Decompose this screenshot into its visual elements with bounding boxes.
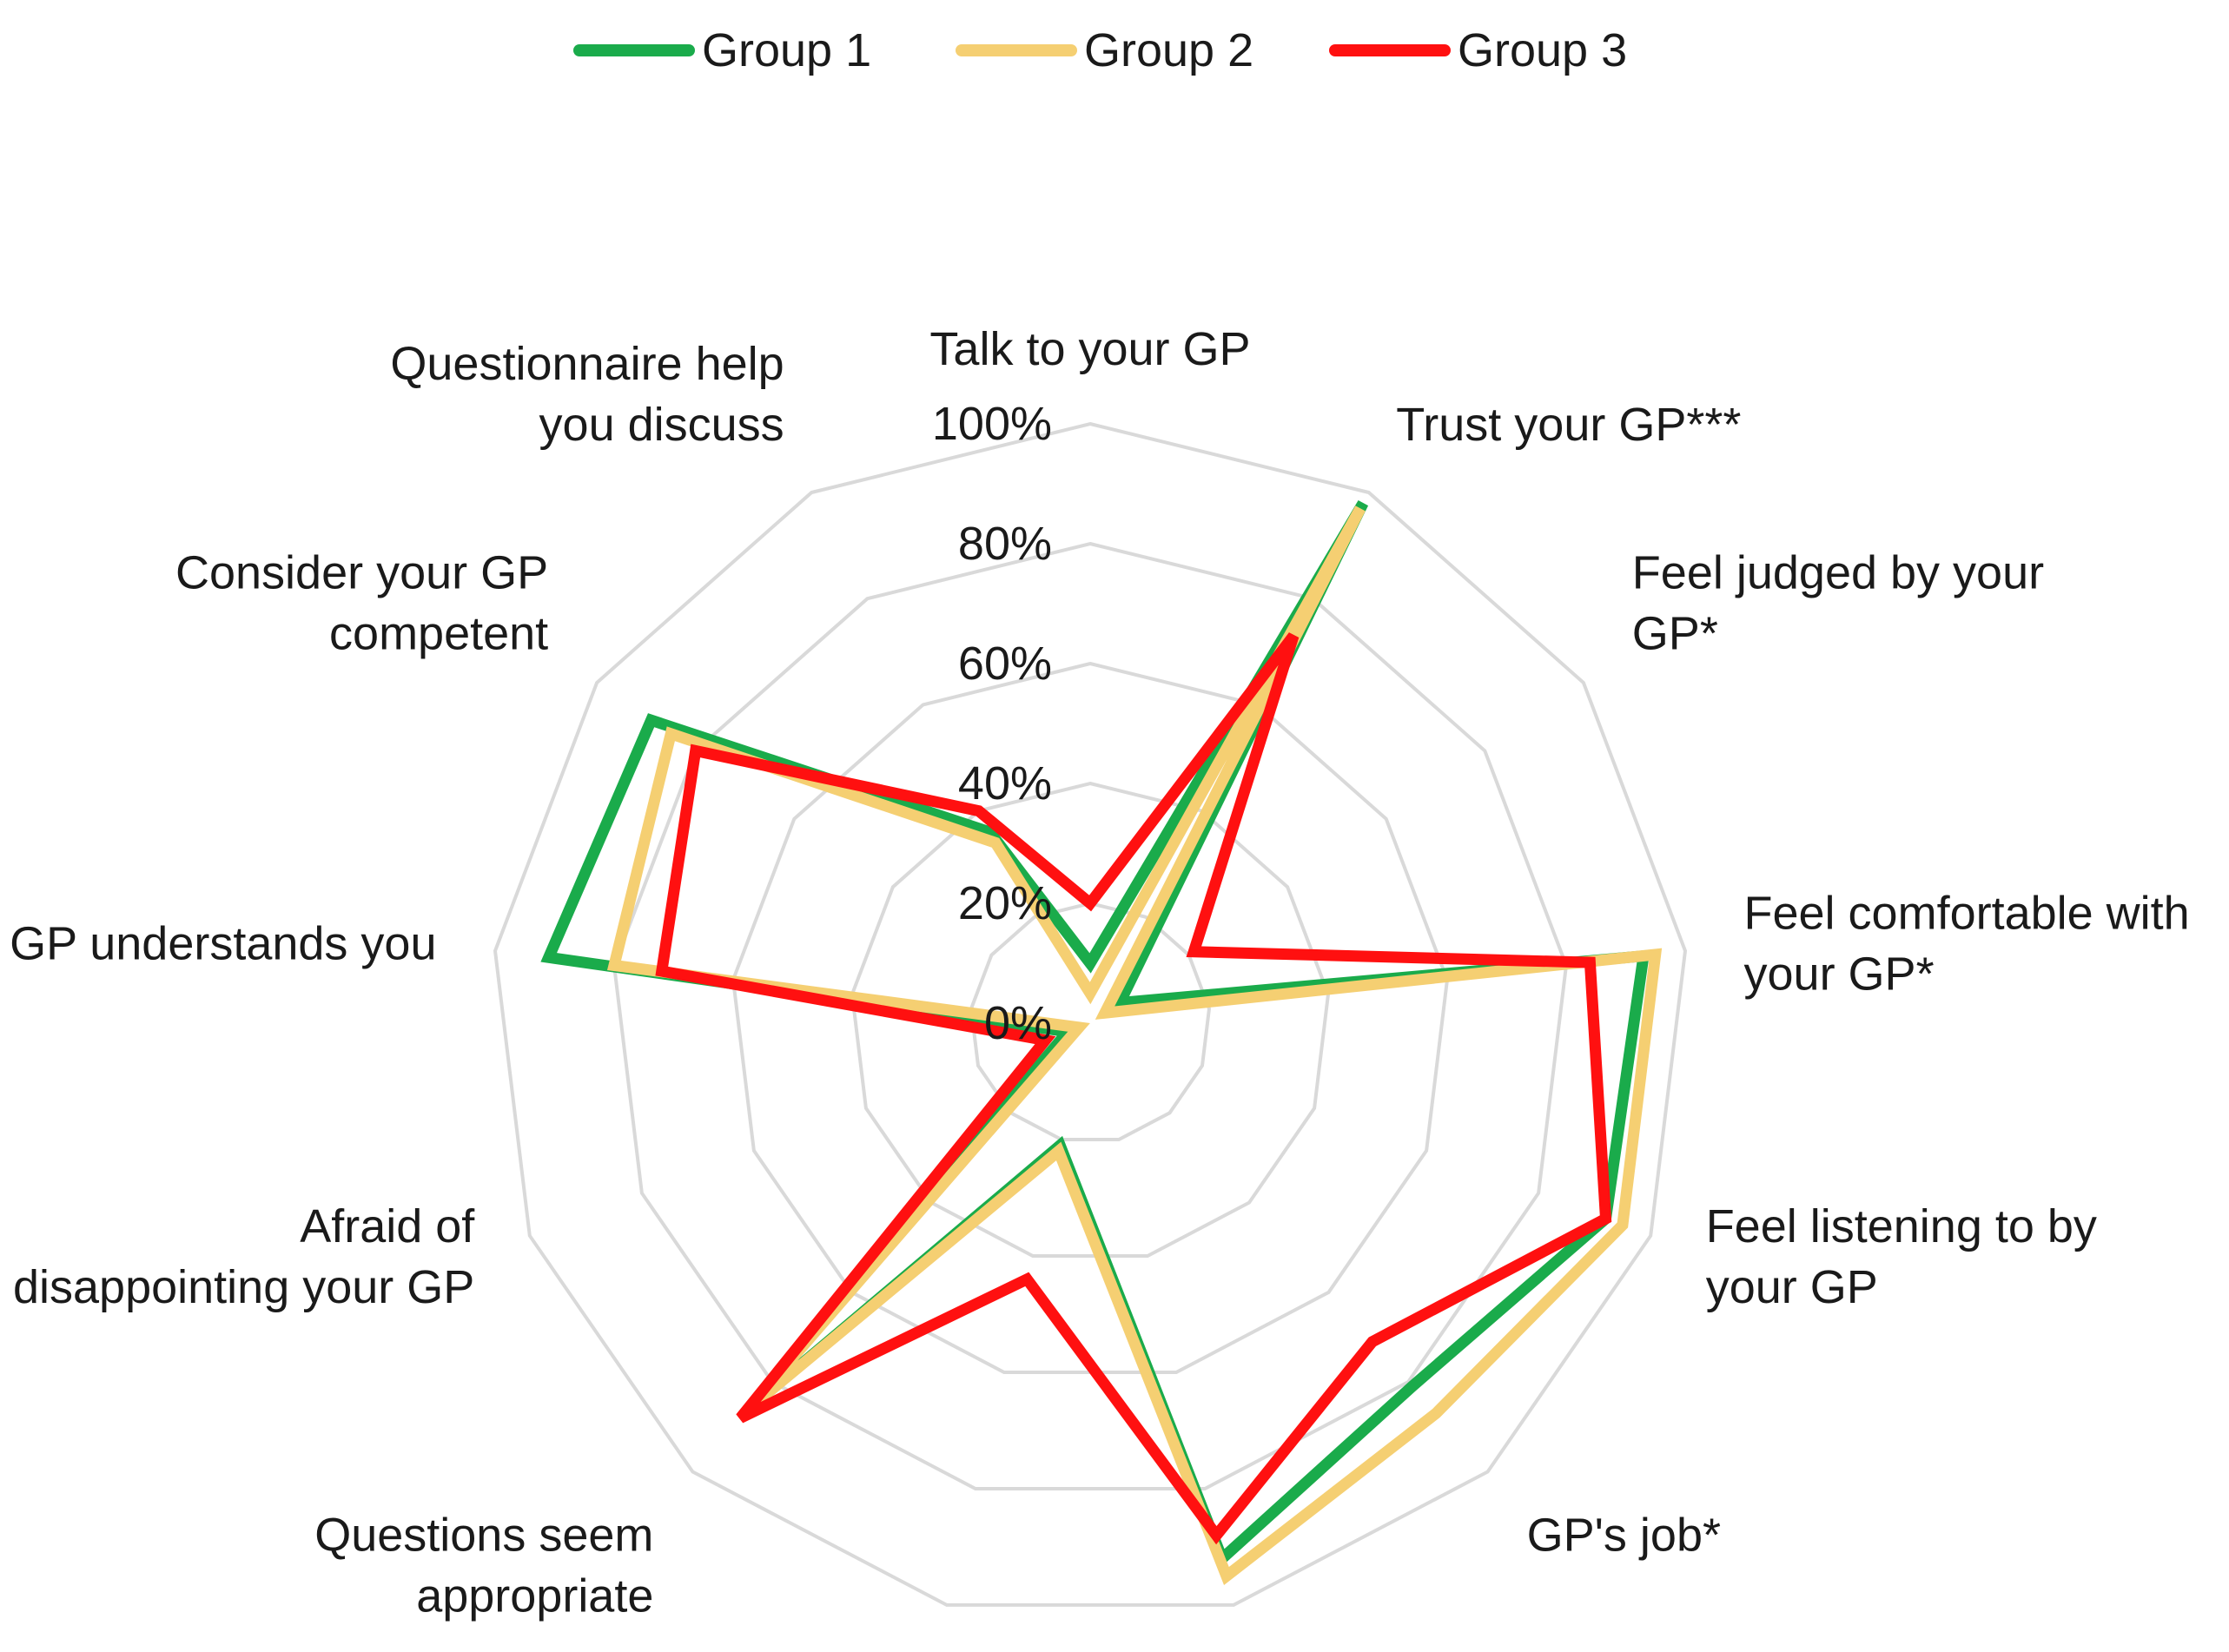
radar-series xyxy=(540,499,1663,1585)
legend-label-group-3: Group 3 xyxy=(1458,24,1628,76)
legend-label-group-2: Group 2 xyxy=(1084,24,1254,76)
legend-item-group-1: Group 1 xyxy=(573,16,871,85)
category-label-line: Questions seem xyxy=(314,1509,653,1561)
radar-grid xyxy=(493,421,1688,1607)
grid-ring-3 xyxy=(731,661,1450,1374)
category-label: Questions seem appropriate xyxy=(314,1509,653,1622)
grid-ring-2 xyxy=(850,781,1331,1258)
category-label: Questionnaire help you discuss xyxy=(390,338,784,451)
category-label: Feel judged by your GP* xyxy=(1632,546,2044,659)
category-label: Feel listening to by your GP xyxy=(1706,1200,2097,1313)
category-label-line: appropriate xyxy=(416,1569,653,1622)
category-labels: Talk to your GP Trust your GP*** Feel judg… xyxy=(10,323,2190,1622)
category-label-line: Trust your GP*** xyxy=(1396,399,1741,451)
legend-item-group-2: Group 2 xyxy=(956,16,1253,85)
category-label-line: Afraid of xyxy=(300,1200,475,1252)
grid-ring-5 xyxy=(493,421,1688,1607)
category-label-line: disappointing your GP xyxy=(13,1261,474,1313)
category-label-line: Consider your GP xyxy=(175,546,548,598)
category-label-line: Talk to your GP xyxy=(929,323,1250,375)
category-label: Consider your GP competent xyxy=(175,546,548,659)
category-label-line: you discuss xyxy=(539,399,784,451)
category-label-line: Feel comfortable with xyxy=(1744,888,2190,940)
category-label-line: your GP* xyxy=(1744,948,1935,1001)
category-label-line: GP* xyxy=(1632,607,1718,659)
series-line-group-1 xyxy=(540,499,1650,1569)
category-label: Trust your GP*** xyxy=(1396,399,1741,451)
radial-tick-labels: 0% 20% 40% 60% 80% 100% xyxy=(932,398,1052,1049)
legend-label-group-1: Group 1 xyxy=(702,24,872,76)
radial-tick-label: 20% xyxy=(958,877,1052,929)
legend-swatch-group-1 xyxy=(573,44,695,56)
category-label: GP's job* xyxy=(1527,1509,1721,1561)
legend-swatch-group-2 xyxy=(956,44,1077,56)
grid-ring-4 xyxy=(612,541,1569,1490)
chart-legend: Group 1 Group 2 Group 3 xyxy=(0,16,2229,85)
radial-tick-label: 60% xyxy=(958,638,1052,690)
category-label-line: GP understands you xyxy=(10,918,436,970)
series-line-group-2 xyxy=(606,506,1663,1585)
category-label-line: competent xyxy=(329,607,548,659)
grid-ring-1 xyxy=(969,901,1212,1141)
series-line-group-3 xyxy=(655,632,1612,1545)
category-label: Talk to your GP xyxy=(929,323,1250,375)
category-label-line: Feel judged by your xyxy=(1632,546,2044,598)
category-label-line: Feel listening to by xyxy=(1706,1200,2097,1252)
radial-tick-label: 40% xyxy=(958,757,1052,809)
category-label: GP understands you xyxy=(10,918,436,970)
radial-tick-label: 0% xyxy=(984,997,1052,1049)
category-label: Feel comfortable with your GP* xyxy=(1744,888,2190,1001)
radial-tick-label: 100% xyxy=(932,398,1052,450)
radial-tick-label: 80% xyxy=(958,518,1052,570)
legend-item-group-3: Group 3 xyxy=(1329,16,1627,85)
legend-swatch-group-3 xyxy=(1329,44,1451,56)
category-label-line: Questionnaire help xyxy=(390,338,784,390)
category-label-line: GP's job* xyxy=(1527,1509,1721,1561)
category-label: Afraid of disappointing your GP xyxy=(13,1200,475,1313)
category-label-line: your GP xyxy=(1706,1261,1878,1313)
